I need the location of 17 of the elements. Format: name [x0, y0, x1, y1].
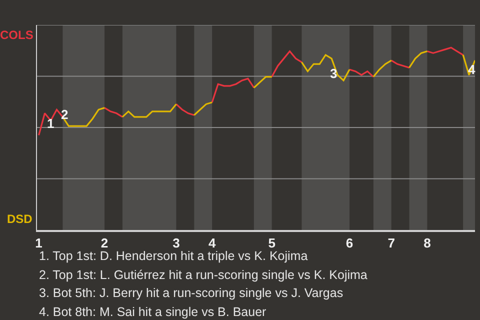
annotation: 2 [61, 107, 68, 122]
x-tick-label: 7 [388, 235, 395, 250]
text: 3. Bot 5th: J. Berry hit a run-scoring single vs J. Vargas [39, 286, 344, 300]
x-tick-label: 8 [424, 235, 431, 250]
text: 2. Top 1st: L. Gutiérrez hit a run-scoring single vs K. Kojima [39, 268, 368, 282]
annotation: 3 [330, 66, 338, 81]
text: DSD [7, 212, 33, 226]
x-tick-label: 4 [208, 235, 216, 250]
x-tick-label: 3 [172, 235, 180, 250]
x-tick-label: 2 [100, 235, 108, 250]
x-tick-label: 1 [35, 235, 42, 250]
text: 4. Bot 8th: M. Sai hit a single vs B. Bauer [39, 305, 266, 319]
x-tick-label: 6 [346, 235, 354, 250]
x-tick-label: 5 [268, 235, 276, 250]
text: 1. Top 1st: D. Henderson hit a triple vs K. Kojima [39, 249, 308, 263]
annotation: 1 [47, 116, 54, 131]
text: COLS [0, 28, 34, 42]
